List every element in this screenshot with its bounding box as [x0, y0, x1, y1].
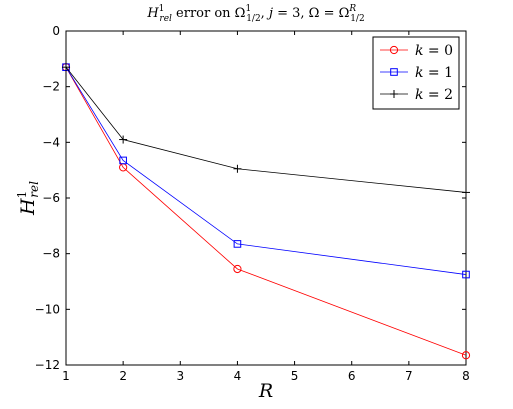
data-point-square — [233, 240, 242, 248]
x-tick-label: 6 — [348, 369, 356, 383]
data-point-square — [390, 68, 398, 76]
title-omega-eq: = — [319, 6, 338, 21]
data-point-circle — [233, 264, 242, 274]
data-point-plus — [233, 164, 242, 173]
legend: k = 0 k = 1 k = 2 — [372, 36, 460, 110]
title-h-sub: rel — [159, 14, 172, 24]
title-mid: , — [261, 6, 269, 21]
y-axis-label-base: H — [17, 198, 39, 216]
title-j: j — [266, 6, 273, 21]
title-h: H — [146, 6, 159, 21]
axis-ticks — [65, 30, 467, 366]
series-line — [65, 66, 467, 356]
chart-title: H1 rel error on Ω1 1/2, j = 3, Ω = ΩR 1/2 — [146, 4, 364, 24]
x-axis-label: R — [258, 380, 273, 402]
legend-entry: k = 1 — [380, 65, 453, 81]
legend-entry: k = 2 — [380, 87, 453, 103]
x-tick-labels: 1 2 3 4 5 6 7 8 — [62, 369, 470, 383]
x-tick-label: 1 — [62, 369, 70, 383]
data-point-square — [119, 156, 127, 165]
series-line — [65, 66, 467, 275]
title-omega1: Ω — [235, 6, 246, 21]
title-omega-b-sub: 1/2 — [350, 14, 364, 24]
y-tick-label: 0 — [52, 24, 60, 38]
y-tick-label: −2 — [42, 80, 60, 94]
x-tick-label: 8 — [462, 369, 470, 383]
y-tick-label: −10 — [35, 302, 60, 316]
title-h-sup: 1 — [159, 4, 165, 14]
x-tick-label: 7 — [405, 369, 413, 383]
y-tick-label: −6 — [42, 191, 60, 205]
legend-label: k = 1 — [415, 65, 453, 81]
legend-label: k = 0 — [415, 43, 453, 59]
series-layer — [61, 63, 471, 360]
data-point-circle — [461, 351, 471, 360]
legend-box — [372, 36, 460, 110]
title-omega-b-sup: R — [348, 4, 356, 14]
y-axis-label: H1rel — [15, 181, 41, 216]
legend-label: k = 2 — [415, 87, 453, 103]
data-point-plus — [390, 90, 398, 98]
series-2 — [62, 63, 470, 197]
x-tick-label: 5 — [291, 369, 299, 383]
data-point-plus — [462, 188, 470, 197]
y-tick-labels: 0 −2 −4 −6 −8 −10 −12 — [35, 24, 60, 372]
title-omega1-sub: 1/2 — [246, 14, 260, 24]
data-point-circle — [389, 45, 399, 55]
x-tick-label: 4 — [234, 369, 242, 383]
x-tick-label: 3 — [176, 369, 184, 383]
y-axis-label-sup: 1 — [15, 191, 29, 199]
title-omega-a: Ω — [309, 6, 320, 21]
data-point-plus — [62, 63, 70, 72]
title-j-eq: = 3, — [273, 6, 309, 21]
y-tick-label: −12 — [35, 358, 60, 372]
title-word: error on — [172, 6, 235, 21]
y-axis-label-sub: rel — [27, 181, 41, 198]
y-tick-label: −8 — [42, 247, 60, 261]
legend-entry: k = 0 — [380, 43, 453, 59]
title-omega1-sup: 1 — [245, 4, 251, 14]
title-omega-b: Ω — [339, 6, 350, 21]
legend-entries: k = 0 k = 1 k = 2 — [380, 43, 453, 103]
x-tick-label: 2 — [119, 369, 127, 383]
data-point-plus — [119, 135, 128, 144]
y-tick-label: −4 — [42, 135, 60, 149]
series-line — [65, 66, 467, 193]
data-point-square — [462, 270, 470, 279]
